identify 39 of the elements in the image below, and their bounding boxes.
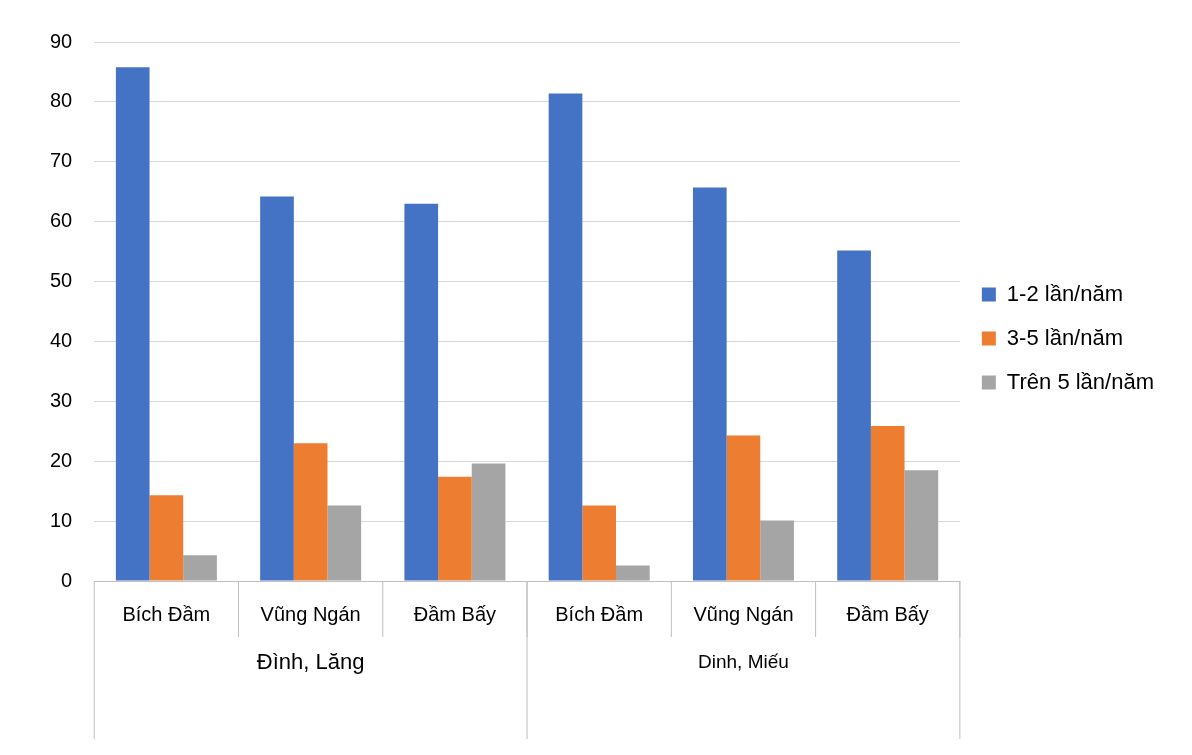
bar bbox=[904, 470, 939, 581]
text: Đình, Lăng bbox=[256, 649, 365, 675]
y-tick-label: 0 bbox=[61, 568, 73, 591]
bar bbox=[616, 565, 650, 581]
y-tick-label: 60 bbox=[50, 209, 73, 232]
bar bbox=[404, 203, 439, 581]
bar bbox=[327, 505, 362, 581]
x-tick-label: Vũng Ngán bbox=[693, 602, 794, 625]
bar bbox=[837, 250, 871, 581]
bar bbox=[726, 435, 761, 581]
y-tick-label: 70 bbox=[50, 149, 73, 172]
x-tick-label: Bích Đầm bbox=[555, 602, 644, 625]
x-tick-label: Đầm Bấy bbox=[846, 602, 929, 625]
x-tick-label: Vũng Ngán bbox=[260, 602, 361, 625]
x-tick-label: Đầm Bấy bbox=[413, 602, 497, 625]
x-tick-label: Bích Đầm bbox=[122, 602, 211, 625]
bar bbox=[760, 520, 794, 581]
y-tick-label: 30 bbox=[50, 388, 73, 411]
bar bbox=[438, 476, 472, 581]
legend-label: Trên 5 lần/năm bbox=[1006, 368, 1155, 394]
text: Dinh, Miếu bbox=[698, 651, 789, 673]
bar bbox=[293, 443, 328, 581]
bar bbox=[692, 187, 727, 581]
legend-label: 1-2 lần/năm bbox=[1006, 280, 1124, 306]
legend-label: 3-5 lần/năm bbox=[1006, 324, 1124, 350]
bar bbox=[149, 495, 184, 581]
bar bbox=[870, 425, 905, 581]
y-tick-label: 40 bbox=[50, 328, 73, 351]
bar bbox=[260, 196, 294, 581]
y-tick-label: 80 bbox=[50, 89, 73, 112]
bar bbox=[582, 505, 617, 581]
y-tick-label: 50 bbox=[50, 269, 73, 292]
bar bbox=[115, 67, 150, 581]
bar bbox=[183, 555, 217, 581]
bar bbox=[471, 463, 506, 581]
y-tick-label: 10 bbox=[50, 508, 73, 531]
y-tick-label: 20 bbox=[50, 448, 73, 471]
bar bbox=[548, 93, 583, 581]
y-tick-label: 90 bbox=[50, 29, 73, 52]
